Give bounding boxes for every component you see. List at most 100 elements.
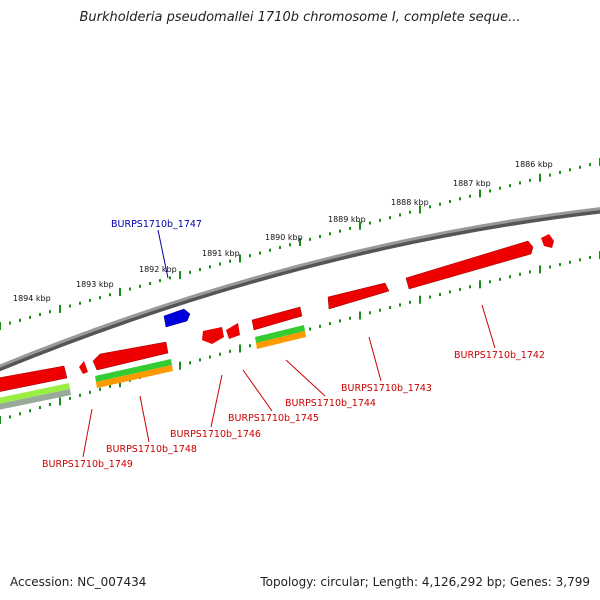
minor-tick [529, 178, 531, 182]
minor-tick [49, 403, 51, 406]
minor-tick [339, 229, 341, 233]
minor-tick [429, 205, 431, 209]
minor-tick [589, 163, 591, 167]
minor-tick [569, 168, 571, 172]
minor-tick [319, 324, 321, 328]
gene-label-1745[interactable]: BURPS1710b_1745 [228, 413, 319, 424]
major-tick [299, 238, 301, 246]
minor-tick [9, 321, 11, 325]
gene-label-1749[interactable]: BURPS1710b_1749 [42, 459, 133, 470]
kbp-label: 1891 kbp [202, 249, 240, 258]
feature-stripe-orange[interactable] [96, 365, 173, 388]
minor-tick [269, 248, 271, 252]
gene-label-1744[interactable]: BURPS1710b_1744 [285, 398, 376, 409]
gene-arrow-1742-small[interactable] [541, 234, 554, 248]
kbp-label: 1889 kbp [328, 215, 366, 224]
minor-tick [69, 396, 71, 400]
kbp-label: 1892 kbp [139, 265, 177, 274]
minor-tick [19, 318, 21, 322]
gene-arrow-1745[interactable] [226, 323, 240, 339]
backbone-shadow [0, 207, 600, 372]
minor-tick [429, 295, 431, 299]
gene-label-1743[interactable]: BURPS1710b_1743 [341, 383, 432, 394]
minor-tick [399, 213, 401, 217]
major-tick [479, 280, 481, 289]
minor-tick [309, 327, 311, 331]
feature-stripe-green[interactable] [255, 325, 305, 343]
minor-tick [549, 265, 551, 269]
gene-arrow-1746[interactable] [202, 327, 224, 344]
feature-stripe-gray[interactable] [0, 389, 71, 410]
minor-tick [449, 290, 451, 294]
minor-tick [19, 412, 21, 416]
kbp-label: 1894 kbp [13, 294, 51, 303]
major-tick [179, 361, 181, 370]
map-title: Burkholderia pseudomallei 1710b chromoso… [79, 10, 521, 25]
minor-tick [9, 415, 11, 419]
minor-tick [529, 270, 531, 274]
gene-arrow-1748-small[interactable] [79, 361, 88, 374]
accession-text: Accession: NC_007434 [10, 575, 147, 589]
minor-tick [189, 361, 191, 365]
leader-1748 [139, 395, 150, 443]
minor-tick [259, 251, 261, 255]
minor-tick [159, 279, 161, 283]
gene-arrow-1744[interactable] [251, 306, 303, 331]
minor-tick [329, 232, 331, 236]
gene-label-1742[interactable]: BURPS1710b_1742 [454, 350, 545, 361]
minor-tick [99, 296, 101, 300]
minor-tick [509, 184, 511, 188]
minor-tick [499, 186, 501, 190]
feature-stripe-green[interactable] [95, 359, 172, 382]
leader-lines [82, 229, 496, 458]
major-tick [0, 322, 1, 330]
minor-tick [579, 165, 581, 169]
backbone [0, 207, 600, 368]
minor-tick [519, 181, 521, 185]
kbp-label: 1887 kbp [453, 179, 491, 188]
minor-tick [459, 287, 461, 291]
gene-arrow-1748[interactable] [92, 341, 169, 371]
major-tick [119, 379, 121, 388]
minor-tick [79, 301, 81, 305]
minor-tick [79, 393, 81, 397]
feature-stripe-orange[interactable] [256, 331, 306, 349]
major-tick [419, 205, 421, 214]
minor-tick [229, 259, 231, 263]
minor-tick [579, 258, 581, 262]
kbp-label: 1886 kbp [515, 160, 553, 169]
major-tick [359, 221, 361, 230]
gene-label-1746[interactable]: BURPS1710b_1746 [170, 429, 261, 440]
leader-1749 [82, 408, 93, 458]
minor-tick [589, 255, 591, 259]
minor-tick [39, 406, 41, 410]
gene-arrow-1747[interactable] [163, 308, 191, 328]
minor-tick [199, 358, 201, 362]
minor-tick [549, 173, 551, 177]
leader-1744 [285, 359, 326, 397]
feature-stripe-lime[interactable] [0, 383, 70, 404]
feature-stripes [0, 325, 306, 410]
major-tick [59, 304, 61, 313]
minor-tick [399, 303, 401, 307]
gene-arrow-1743[interactable] [327, 282, 390, 310]
minor-tick [219, 352, 221, 356]
minor-tick [499, 277, 501, 281]
minor-tick [289, 243, 291, 247]
gene-label-1747[interactable]: BURPS1710b_1747 [111, 219, 202, 230]
minor-tick [339, 319, 341, 323]
minor-tick [469, 285, 471, 289]
gene-arrow-1742[interactable] [405, 240, 534, 290]
minor-tick [569, 260, 571, 264]
minor-tick [389, 216, 391, 220]
minor-tick [379, 218, 381, 222]
gene-arrow-1749[interactable] [0, 365, 68, 392]
minor-tick [139, 284, 141, 288]
minor-tick [99, 387, 101, 391]
leader-1742 [481, 304, 496, 349]
minor-tick [319, 235, 321, 238]
minor-tick [489, 189, 491, 193]
gene-label-1748[interactable]: BURPS1710b_1748 [106, 444, 197, 455]
minor-tick [349, 316, 351, 320]
